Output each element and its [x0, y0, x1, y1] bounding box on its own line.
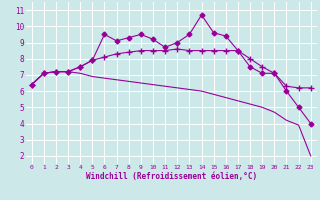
X-axis label: Windchill (Refroidissement éolien,°C): Windchill (Refroidissement éolien,°C) — [86, 172, 257, 181]
